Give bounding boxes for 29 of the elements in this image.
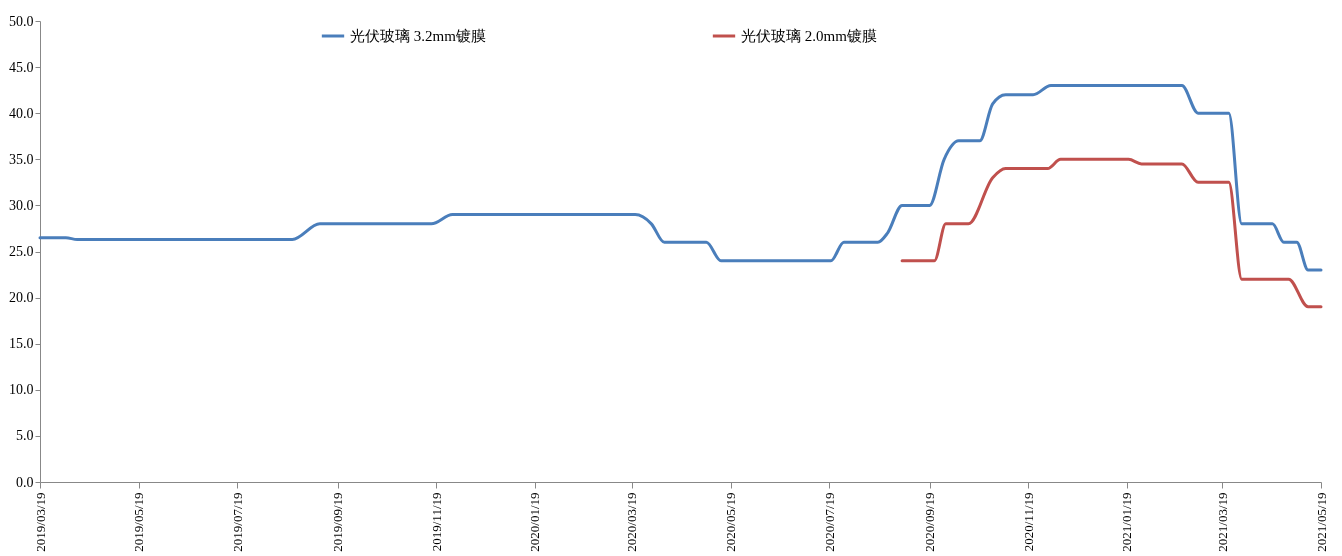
x-tick-label: 2020/07/19	[821, 492, 837, 552]
line-series	[900, 157, 1323, 309]
x-tick-label: 2019/05/19	[131, 492, 147, 552]
x-tick-label: 2019/07/19	[229, 492, 245, 552]
x-tick-label: 2019/11/19	[428, 492, 444, 552]
y-tick-label: 40.0	[9, 105, 34, 121]
y-tick-label: 45.0	[9, 59, 34, 75]
x-tick-label: 2021/01/19	[1119, 492, 1135, 552]
y-tick-label: 30.0	[9, 197, 34, 213]
y-tick-label: 25.0	[9, 244, 34, 259]
y-tick-label: 0.0	[16, 474, 34, 490]
y-tick-label: 5.0	[16, 428, 34, 444]
x-tick-label: 2020/11/19	[1020, 492, 1036, 552]
legend-label: 光伏玻璃 3.2mm镀膜	[350, 28, 486, 44]
y-tick-label: 20.0	[9, 290, 34, 306]
y-tick-label: 50.0	[9, 13, 34, 29]
y-tick-label: 10.0	[9, 382, 34, 398]
y-tick-label: 35.0	[9, 151, 34, 167]
x-tick-label: 2021/03/19	[1214, 492, 1230, 552]
x-tick-label: 2020/05/19	[723, 492, 739, 552]
x-tick-label: 2019/09/19	[330, 492, 346, 552]
x-tick-label: 2019/03/19	[32, 492, 48, 552]
y-tick-label: 15.0	[9, 336, 34, 352]
legend-label: 光伏玻璃 2.0mm镀膜	[741, 28, 877, 44]
line-series	[38, 84, 1323, 272]
x-tick-label: 2021/05/19	[1313, 492, 1329, 552]
x-tick-label: 2020/09/19	[922, 492, 938, 552]
x-tick-label: 2020/01/19	[527, 492, 543, 552]
x-tick-label: 2020/03/19	[624, 492, 640, 552]
